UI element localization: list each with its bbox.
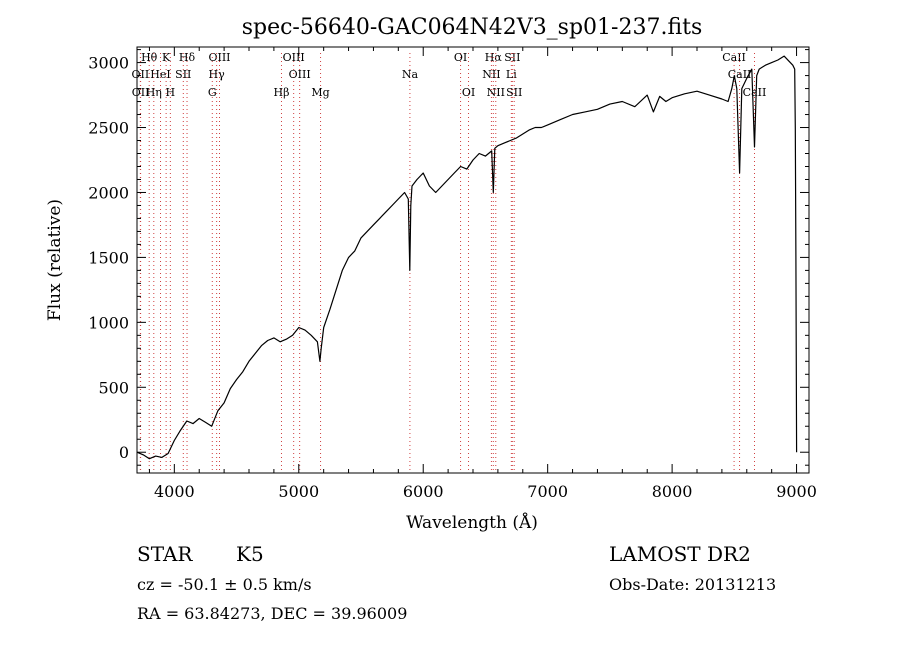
y-tick-label: 1000 bbox=[88, 313, 129, 332]
x-tick-label: 6000 bbox=[403, 482, 444, 501]
x-tick-label: 8000 bbox=[652, 482, 693, 501]
x-axis: 4000 5000 6000 7000 8000 9000 bbox=[148, 47, 817, 501]
spectral-line-label: Hβ bbox=[274, 86, 290, 99]
x-tick-label: 4000 bbox=[154, 482, 195, 501]
spectral-line-label: CaII bbox=[722, 51, 746, 64]
spectral-line-label: OIII bbox=[208, 51, 230, 64]
spectral-subclass: K5 bbox=[236, 542, 264, 566]
spectral-line-label: H bbox=[166, 86, 176, 99]
y-tick-label: 1500 bbox=[88, 248, 129, 267]
spectral-line-label: OII bbox=[132, 86, 150, 99]
spectral-line-label: SII bbox=[506, 86, 522, 99]
observation-date: Obs-Date: 20131213 bbox=[609, 575, 777, 594]
spectrum-line bbox=[136, 55, 798, 460]
spectral-line-label: Hθ bbox=[141, 51, 158, 64]
spectral-line-label: Hγ bbox=[209, 68, 226, 81]
y-axis-label: Flux (relative) bbox=[45, 199, 65, 321]
spectral-line-label: CaII bbox=[728, 68, 752, 81]
y-tick-label: 0 bbox=[119, 443, 129, 462]
spectral-line-label: SII bbox=[175, 68, 191, 81]
spectral-line-label: OII bbox=[132, 68, 150, 81]
spectral-line-label: Na bbox=[402, 68, 419, 81]
spectral-line-label: Hα bbox=[485, 51, 503, 64]
y-tick-label: 3000 bbox=[88, 54, 129, 73]
spectrum-series bbox=[136, 55, 798, 460]
x-tick-label: 7000 bbox=[527, 482, 568, 501]
spectral-line-label: OIII bbox=[289, 68, 311, 81]
chart-title: spec-56640-GAC064N42V3_sp01-237.fits bbox=[242, 15, 703, 40]
plot-frame bbox=[136, 46, 810, 474]
spectral-line-label: G bbox=[208, 86, 217, 99]
spectral-line-label: CaII bbox=[743, 86, 767, 99]
spectral-line-label: HeI bbox=[150, 68, 170, 81]
spectral-line-label: Li bbox=[506, 68, 517, 81]
spectral-line-label: Mg bbox=[311, 86, 329, 99]
spectral-line-label: NII bbox=[487, 86, 505, 99]
object-type: STAR bbox=[137, 542, 193, 566]
spectral-line-label: Hδ bbox=[179, 51, 196, 64]
redshift-cz: cz = -50.1 ± 0.5 km/s bbox=[137, 575, 312, 594]
spectral-line-label: SII bbox=[504, 51, 520, 64]
y-tick-label: 2000 bbox=[88, 183, 129, 202]
spectral-line-label: NII bbox=[482, 68, 500, 81]
spectral-line-label: OI bbox=[454, 51, 467, 64]
spectral-line-label: K bbox=[162, 51, 171, 64]
spectral-line-label: OI bbox=[462, 86, 475, 99]
y-axis: 0 500 1000 1500 2000 2500 3000 bbox=[88, 49, 809, 466]
spectral-line-label: Hη bbox=[146, 86, 162, 99]
spectral-line-label: OIII bbox=[283, 51, 305, 64]
x-axis-label: Wavelength (Å) bbox=[406, 512, 538, 533]
x-tick-label: 5000 bbox=[278, 482, 319, 501]
y-tick-label: 2500 bbox=[88, 119, 129, 138]
y-tick-label: 500 bbox=[98, 378, 129, 397]
x-tick-label: 9000 bbox=[776, 482, 817, 501]
coordinates: RA = 63.84273, DEC = 39.96009 bbox=[137, 604, 408, 623]
survey-name: LAMOST DR2 bbox=[609, 542, 751, 566]
